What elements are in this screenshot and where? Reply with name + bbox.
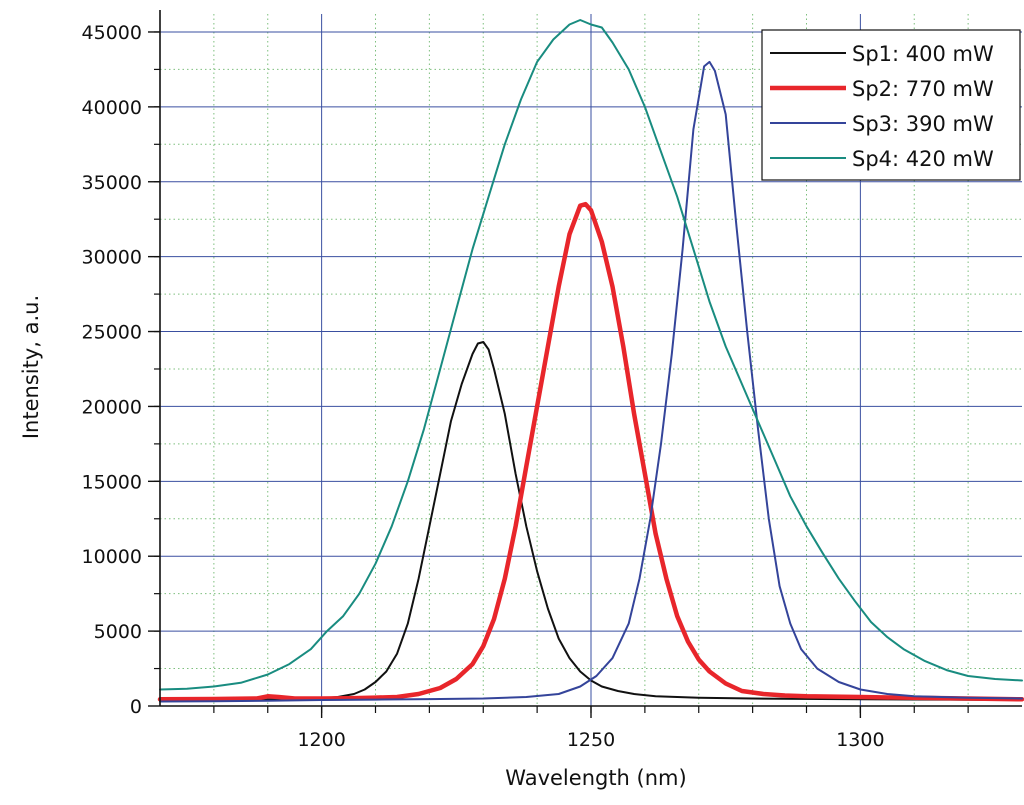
y-axis-label: Intensity, a.u. [19, 295, 43, 439]
major-grid [160, 14, 1022, 706]
y-tick-label: 25000 [82, 322, 142, 344]
x-axis-label: Wavelength (nm) [505, 766, 686, 790]
series-layer [157, 19, 1024, 703]
x-tick-label: 1200 [297, 729, 345, 751]
y-tick-label: 10000 [82, 546, 142, 568]
legend-label-sp1: Sp1: 400 mW [852, 42, 994, 66]
series-line-sp4 [159, 19, 1023, 691]
x-tick-label: 1300 [836, 729, 884, 751]
series-line-sp2 [157, 201, 1024, 702]
legend: Sp1: 400 mW Sp2: 770 mW Sp3: 390 mW Sp4: 42… [761, 29, 1021, 181]
y-tick-label: 45000 [82, 22, 142, 44]
series-line-sp3 [159, 60, 1023, 703]
y-tick-label: 15000 [82, 471, 142, 493]
x-tick-label: 1250 [567, 729, 615, 751]
legend-label-sp3: Sp3: 390 mW [852, 112, 994, 136]
y-tick-label: 30000 [82, 247, 142, 269]
y-tick-label: 40000 [82, 97, 142, 119]
y-tick-label: 35000 [82, 172, 142, 194]
y-tick-label: 20000 [82, 396, 142, 418]
legend-box [761, 29, 1021, 181]
y-tick-label: 0 [130, 696, 142, 718]
legend-label-sp4: Sp4: 420 mW [852, 147, 994, 171]
ticks: 1200 1250 1300 0 5000 10000 15000 20000 25000 300… [82, 22, 969, 751]
y-tick-label: 5000 [94, 621, 142, 643]
series-line-sp1 [159, 341, 1023, 702]
legend-label-sp2: Sp2: 770 mW [852, 77, 994, 101]
minor-grid [160, 14, 1022, 706]
